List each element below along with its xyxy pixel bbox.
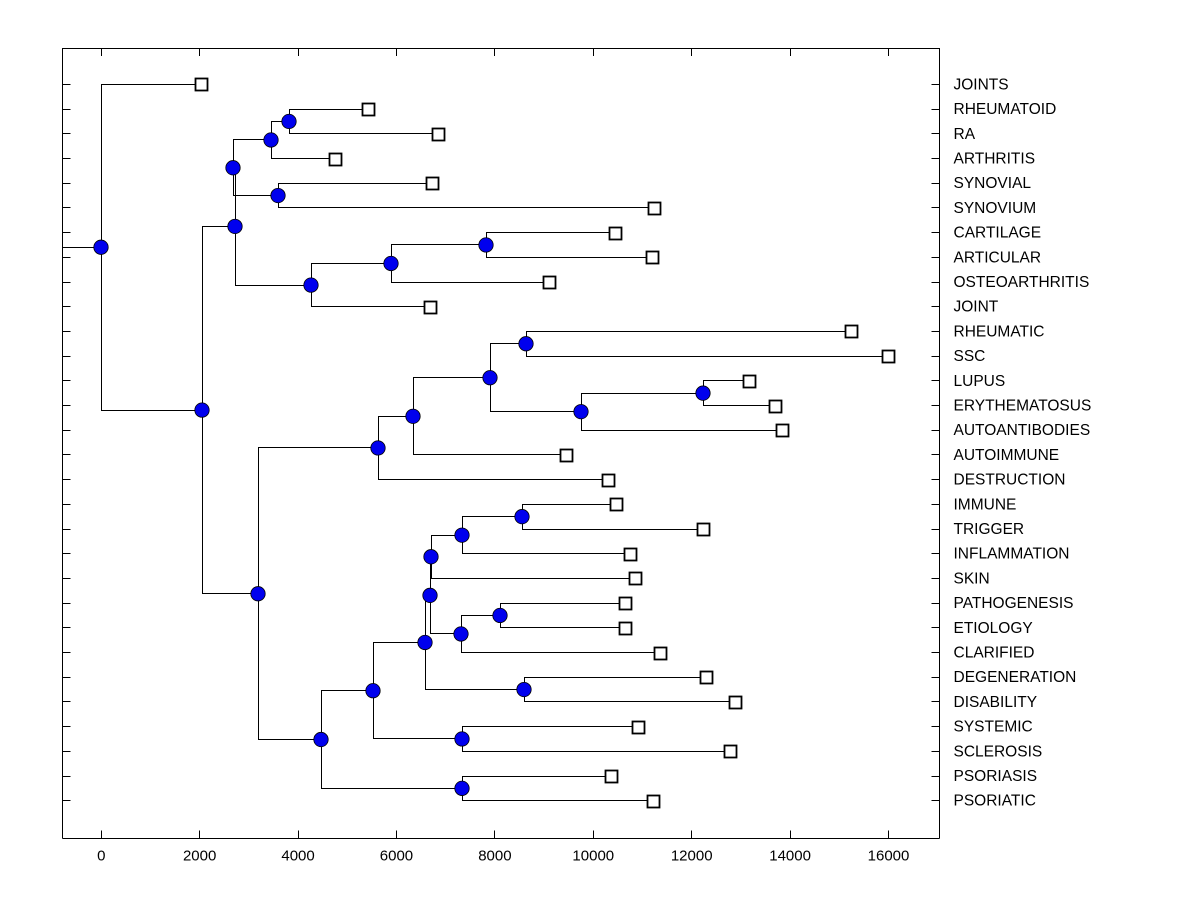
svg-text:PSORIATIC: PSORIATIC <box>954 793 1036 810</box>
svg-text:16000: 16000 <box>868 848 910 865</box>
svg-text:SYNOVIAL: SYNOVIAL <box>954 175 1032 192</box>
svg-text:AUTOANTIBODIES: AUTOANTIBODIES <box>954 422 1091 439</box>
svg-text:ERYTHEMATOSUS: ERYTHEMATOSUS <box>954 398 1092 415</box>
svg-text:PSORIASIS: PSORIASIS <box>954 768 1038 785</box>
svg-text:8000: 8000 <box>478 848 511 865</box>
svg-text:LUPUS: LUPUS <box>954 373 1006 390</box>
svg-text:TRIGGER: TRIGGER <box>954 521 1025 538</box>
svg-text:SYSTEMIC: SYSTEMIC <box>954 719 1033 736</box>
svg-text:12000: 12000 <box>671 848 713 865</box>
svg-text:DISABILITY: DISABILITY <box>954 694 1038 711</box>
svg-text:4000: 4000 <box>281 848 314 865</box>
svg-text:JOINT: JOINT <box>954 299 999 316</box>
svg-text:SYNOVIUM: SYNOVIUM <box>954 200 1037 217</box>
svg-text:JOINTS: JOINTS <box>954 76 1009 93</box>
svg-text:AUTOIMMUNE: AUTOIMMUNE <box>954 447 1060 464</box>
svg-text:PATHOGENESIS: PATHOGENESIS <box>954 595 1074 612</box>
svg-text:RHEUMATIC: RHEUMATIC <box>954 323 1045 340</box>
svg-text:6000: 6000 <box>380 848 413 865</box>
svg-text:CARTILAGE: CARTILAGE <box>954 225 1042 242</box>
svg-text:SKIN: SKIN <box>954 570 990 587</box>
svg-text:DESTRUCTION: DESTRUCTION <box>954 472 1066 489</box>
svg-text:ARTHRITIS: ARTHRITIS <box>954 151 1036 168</box>
svg-text:OSTEOARTHRITIS: OSTEOARTHRITIS <box>954 274 1090 291</box>
svg-text:DEGENERATION: DEGENERATION <box>954 669 1077 686</box>
svg-text:RHEUMATOID: RHEUMATOID <box>954 101 1057 118</box>
svg-text:RA: RA <box>954 126 976 143</box>
svg-text:ETIOLOGY: ETIOLOGY <box>954 620 1033 637</box>
svg-text:IMMUNE: IMMUNE <box>954 496 1017 513</box>
svg-text:14000: 14000 <box>769 848 811 865</box>
svg-text:CLARIFIED: CLARIFIED <box>954 645 1035 662</box>
svg-text:SSC: SSC <box>954 348 986 365</box>
svg-text:10000: 10000 <box>572 848 614 865</box>
svg-text:2000: 2000 <box>183 848 216 865</box>
svg-text:SCLEROSIS: SCLEROSIS <box>954 743 1043 760</box>
svg-text:ARTICULAR: ARTICULAR <box>954 249 1042 266</box>
svg-text:0: 0 <box>97 848 105 865</box>
svg-text:INFLAMMATION: INFLAMMATION <box>954 546 1070 563</box>
